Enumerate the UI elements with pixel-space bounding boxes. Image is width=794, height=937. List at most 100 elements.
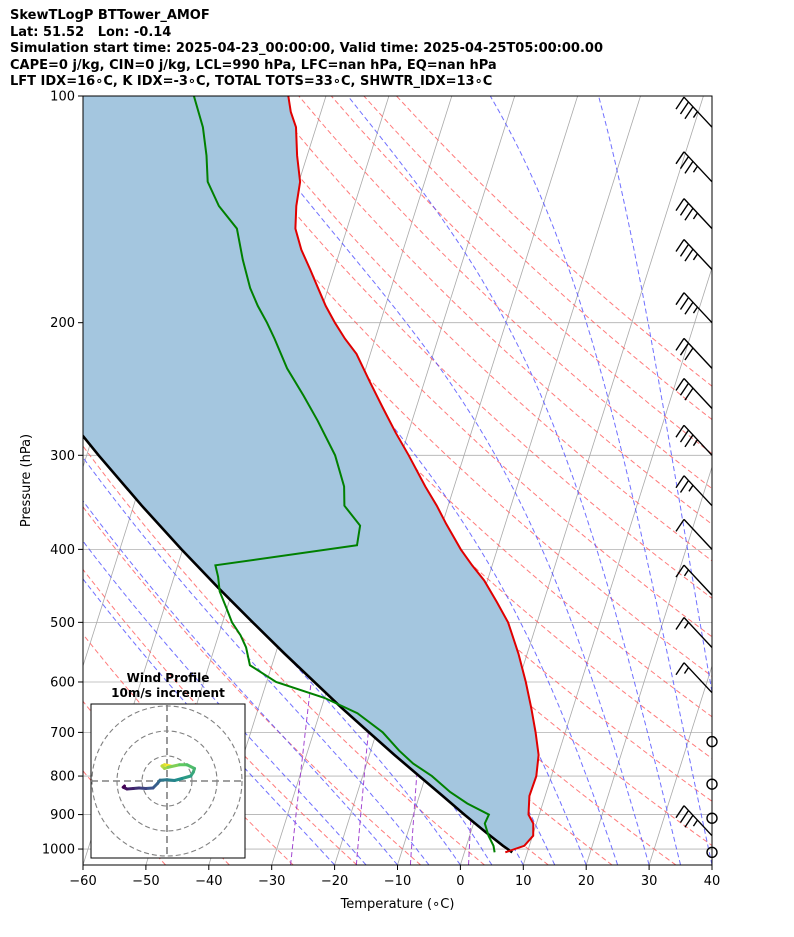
stability-indices-text: LFT IDX=16∘C, K IDX=-3∘C, TOTAL TOTS=33∘…: [10, 74, 493, 89]
x-tick-label: 40: [704, 874, 721, 889]
barb-flag: [675, 151, 685, 165]
barb-flag: [684, 434, 694, 448]
barb-flag: [675, 805, 685, 819]
x-tick-label: −30: [258, 874, 285, 889]
x-tick-label: −50: [132, 874, 159, 889]
barb-half-flag: [683, 569, 690, 577]
isotherm-line: [522, 266, 712, 865]
dry-adiabat: [83, 506, 422, 865]
barb-flag: [684, 814, 694, 828]
chart-axes: −60 −50 −40 −30 −20 −10 0 10 20 30 40 100 200 300 400 5…: [19, 90, 720, 913]
time-text: Simulation start time: 2025-04-23_00:00:…: [10, 41, 603, 56]
barb-flag: [675, 96, 685, 110]
barb-staff: [683, 564, 713, 596]
moist-adiabat: [83, 456, 430, 865]
x-tick-label: −10: [384, 874, 411, 889]
barb-flag: [675, 617, 685, 630]
wind-barb: [675, 805, 713, 837]
y-tick-label: 800: [50, 770, 75, 785]
dry-adiabat: [167, 96, 712, 638]
isotherm-line: [711, 863, 712, 865]
barb-staff: [683, 151, 713, 183]
barb-flag: [679, 810, 690, 823]
barb-flag: [679, 429, 690, 443]
wind-barb: [675, 96, 713, 128]
barb-staff: [683, 198, 713, 230]
barb-flag: [679, 382, 690, 396]
moist-adiabat: [347, 96, 681, 865]
barb-half-flag: [692, 212, 699, 220]
barb-flag: [684, 301, 694, 315]
moist-adiabat: [598, 96, 712, 695]
dewpoint-line: [192, 96, 496, 853]
calm-wind-circle: [706, 846, 718, 858]
hodograph-trace-segment: [180, 774, 193, 780]
dry-adiabat: [135, 96, 712, 677]
moist-adiabat: [83, 578, 335, 865]
wind-barb: [675, 198, 713, 230]
dry-adiabat: [298, 96, 712, 490]
moist-adiabat: [83, 408, 461, 865]
hodograph-title: Wind Profile: [127, 671, 210, 685]
x-tick-label: 30: [641, 874, 658, 889]
wind-barb: [675, 151, 713, 183]
isotherm-line: [648, 664, 712, 865]
wind-barb: [675, 518, 713, 550]
barb-staff: [683, 518, 713, 550]
y-tick-label: 700: [50, 726, 75, 741]
calm-wind-circle: [706, 778, 718, 790]
parcel-profile-line: [83, 434, 513, 854]
barb-flag: [684, 347, 694, 361]
location-text: Lat: 51.52 Lon: -0.14: [10, 24, 172, 40]
barb-flag: [679, 101, 690, 115]
barb-flag: [675, 424, 685, 438]
barb-staff: [683, 378, 713, 409]
hodograph-subtitle: 10m/s increment: [111, 686, 225, 700]
barb-flag: [675, 292, 685, 306]
dry-adiabat: [265, 96, 712, 525]
barb-flag: [684, 248, 694, 262]
barb-staff: [683, 424, 713, 456]
moist-adiabat: [83, 500, 398, 865]
dry-adiabat: [330, 96, 712, 455]
barb-staff: [683, 292, 713, 324]
moist-adiabat: [489, 96, 712, 865]
barb-flag: [679, 203, 690, 216]
wind-barb: [675, 424, 713, 456]
barb-flag: [675, 662, 685, 676]
cape-cin-fill: [83, 96, 539, 853]
mixing-ratio-line: [290, 681, 312, 865]
wind-barb: [675, 475, 713, 507]
isotherm-line: [0, 96, 12, 865]
wind-barbs: [675, 96, 718, 858]
barb-half-flag: [692, 165, 699, 173]
x-tick-label: 20: [578, 874, 595, 889]
y-tick-label: 600: [50, 675, 75, 690]
wind-barb: [675, 564, 713, 596]
hodograph-trace-segment: [121, 784, 126, 789]
barb-flag: [679, 342, 690, 356]
barb-staff: [683, 239, 713, 271]
isotherm-line: [0, 96, 74, 865]
y-axis-label: Pressure (hPa): [19, 434, 34, 527]
barb-flag: [679, 156, 690, 169]
barb-half-flag: [688, 484, 694, 492]
convective-params-text: CAPE=0 j/kg, CIN=0 j/kg, LCL=990 hPa, LF…: [10, 57, 497, 73]
barb-flag: [675, 378, 685, 391]
y-tick-label: 500: [50, 616, 75, 631]
barb-half-flag: [692, 819, 699, 827]
barb-flag: [679, 297, 690, 310]
calm-wind-circle: [706, 735, 718, 748]
barb-flag: [675, 198, 685, 211]
barb-flag: [675, 338, 685, 351]
x-tick-label: −40: [195, 874, 222, 889]
temperature-line: [287, 96, 540, 854]
barb-flag: [675, 475, 685, 489]
wind-barb: [675, 239, 713, 271]
barb-flag: [675, 518, 685, 532]
x-tick-label: 10: [515, 874, 532, 889]
wind-barb: [675, 378, 713, 409]
barb-flag: [675, 239, 685, 252]
